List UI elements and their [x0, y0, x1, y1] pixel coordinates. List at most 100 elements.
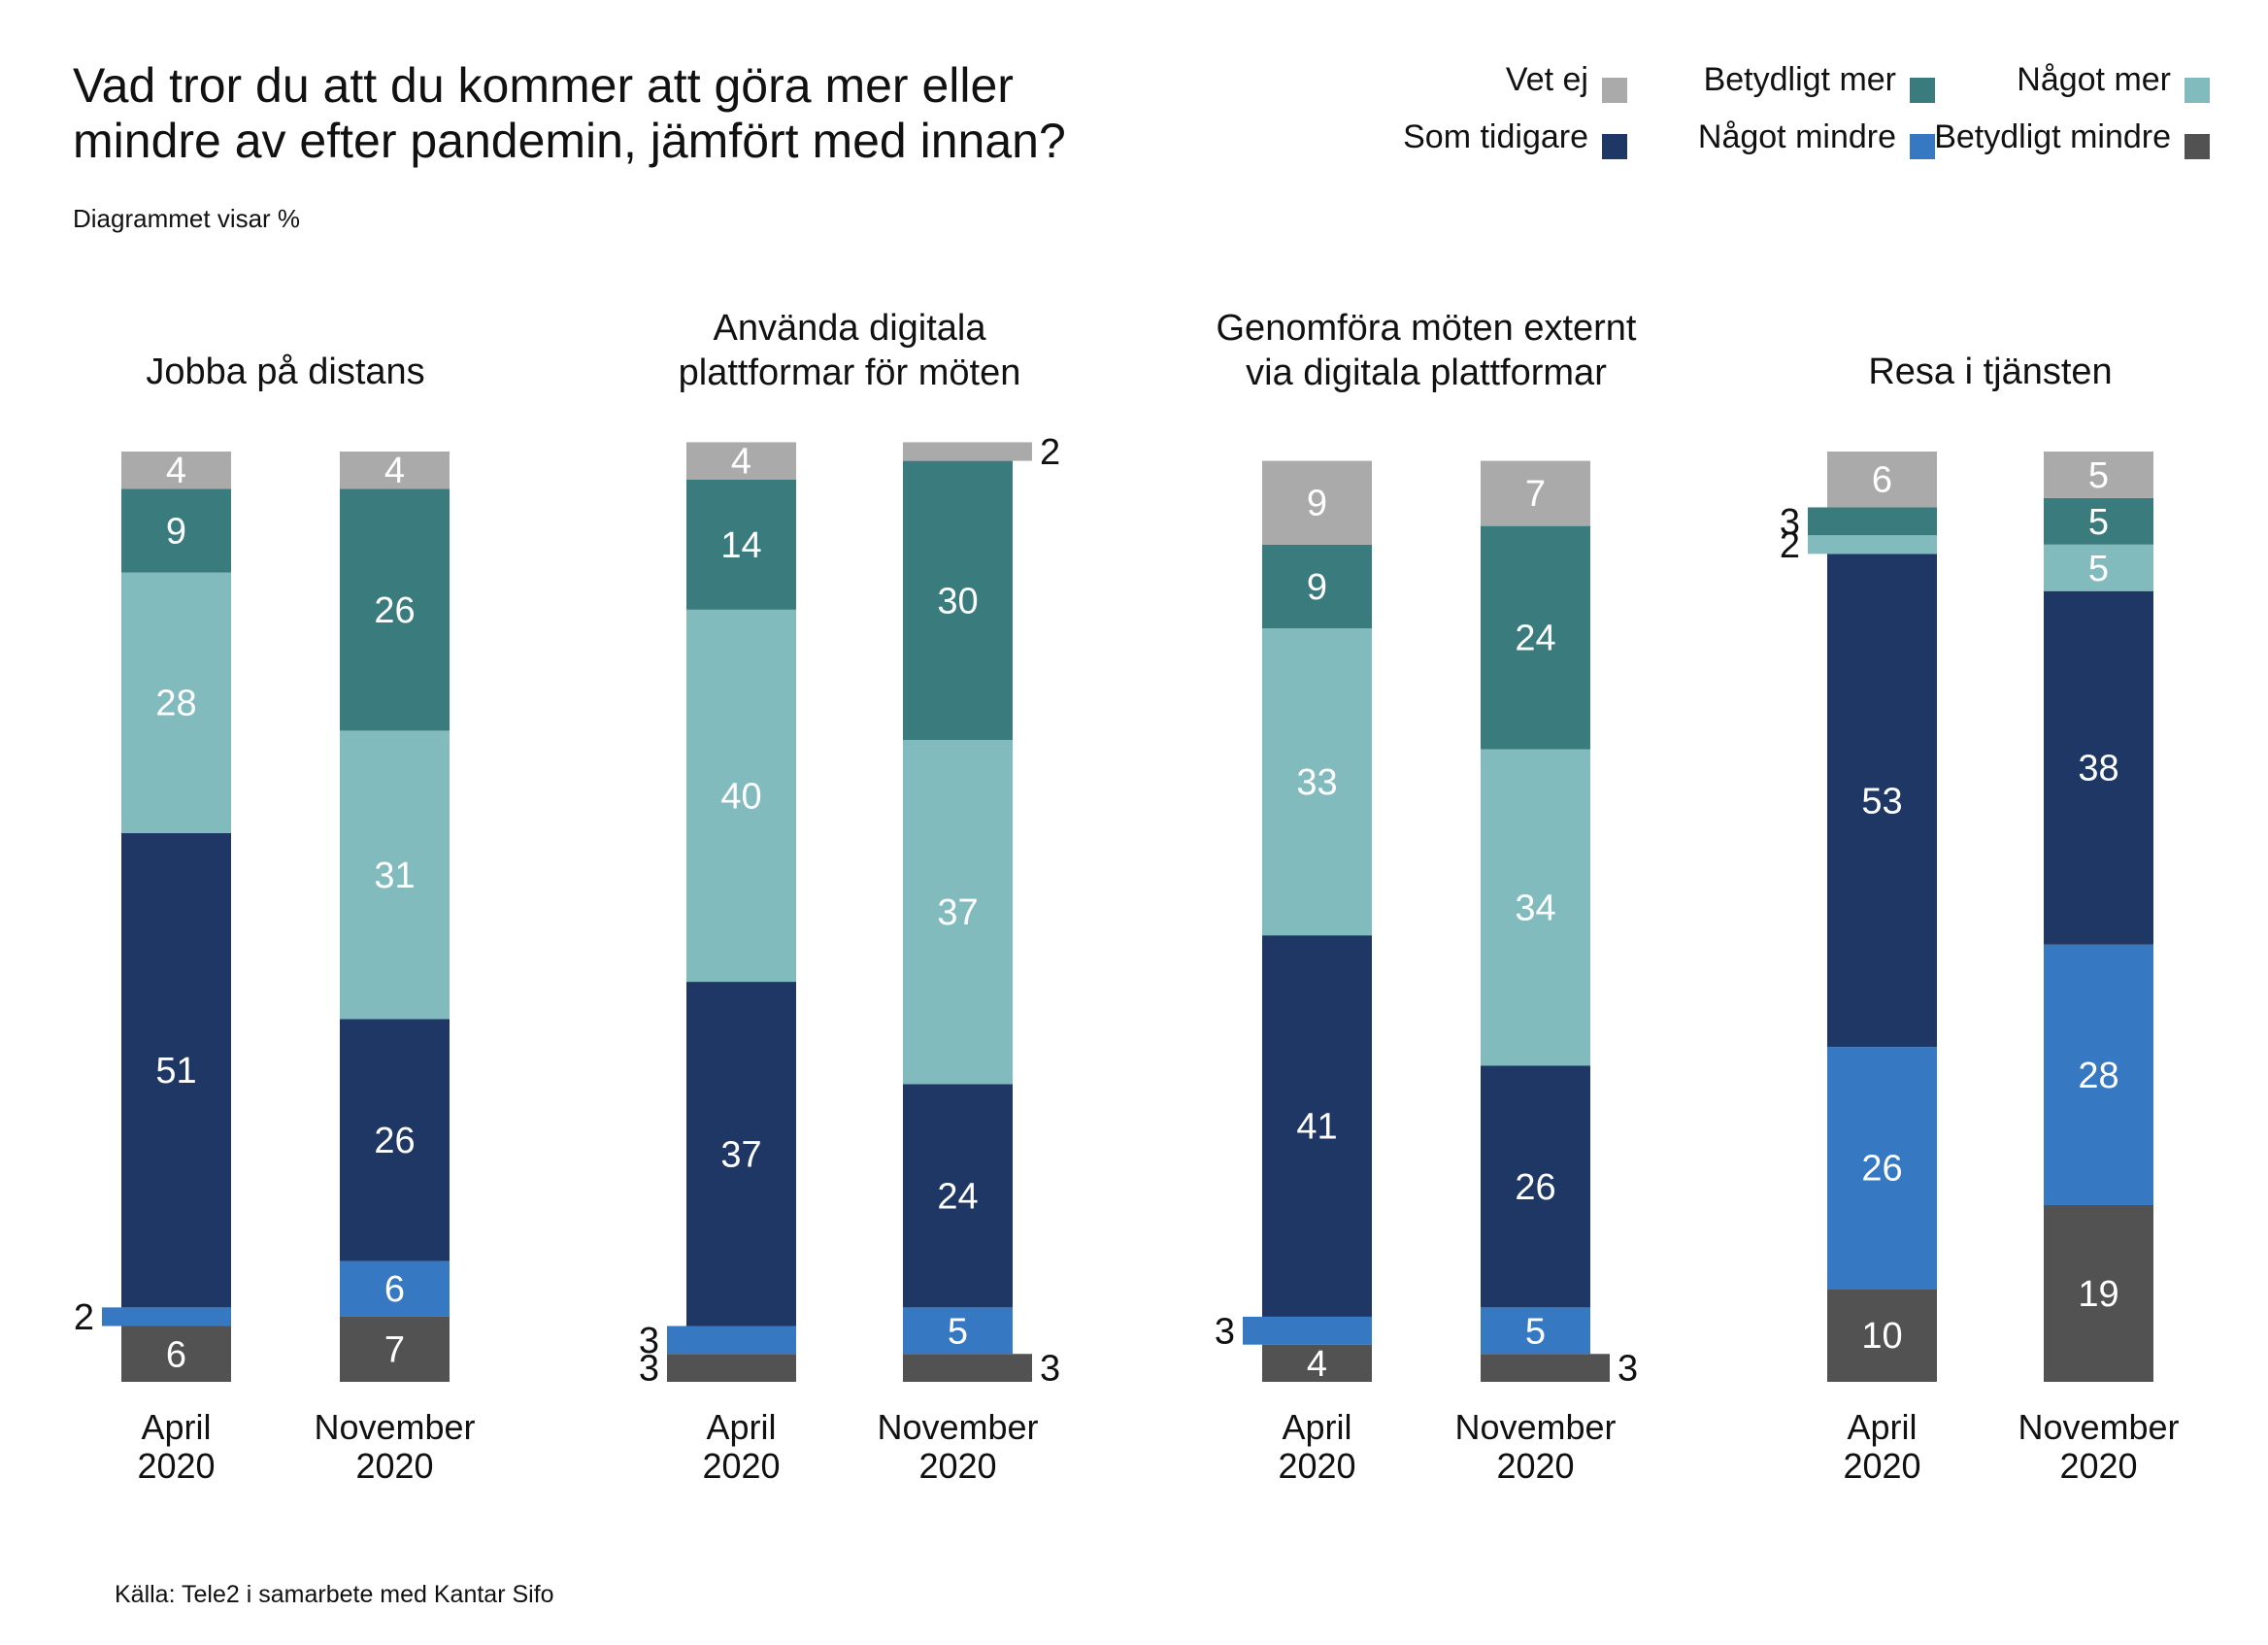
bar-segment-vet-ej — [1827, 452, 1937, 508]
bar-segment-tab — [1243, 1316, 1262, 1345]
data-label: 6 — [1872, 460, 1892, 501]
chart-source: Källa: Tele2 i samarbete med Kantar Sifo — [115, 1581, 554, 1608]
bar-segment-tab — [667, 1354, 686, 1382]
bar-segment-tab — [1808, 535, 1827, 554]
tick-label: 2020 — [2059, 1446, 2137, 1486]
tick-label: 2020 — [1496, 1446, 1574, 1486]
bar-segment-betydligt-mindre — [121, 1326, 231, 1382]
bar-segment-betydligt-mindre — [1827, 1289, 1937, 1382]
bar-segment-nagot-mer — [340, 730, 450, 1020]
tick-label: November — [314, 1407, 475, 1447]
bar-segment-betydligt-mer — [1262, 544, 1372, 629]
bar-segment-som-tidigare — [1262, 935, 1372, 1317]
bar-segment-nagot-mer — [1481, 749, 1590, 1066]
data-label: 40 — [720, 776, 761, 817]
data-label: 30 — [937, 581, 978, 621]
legend-swatch — [1602, 134, 1627, 159]
bar-segment-nagot-mer — [121, 572, 231, 833]
data-label: 10 — [1861, 1316, 1902, 1357]
data-label: 4 — [384, 451, 405, 491]
legend-item-betydligt-mindre: Betydligt mindre — [1934, 118, 2210, 159]
data-label: 34 — [1515, 888, 1555, 928]
panel-title: Använda digitala — [714, 308, 987, 349]
bar-segment-nagot-mer — [903, 739, 1013, 1085]
legend-label: Betydligt mer — [1704, 61, 1896, 98]
panel-4: Resa i tjänsten102653236April20201928385… — [1780, 352, 2180, 1486]
legend-item-som-tidigare: Som tidigare — [1403, 118, 1627, 159]
legend-item-nagot-mindre: Något mindre — [1698, 118, 1935, 159]
bar-segment-nagot-mindre — [1262, 1316, 1372, 1345]
bar-segment-tab — [102, 1307, 121, 1326]
data-label: 19 — [2078, 1274, 2118, 1315]
data-label: 26 — [374, 1121, 415, 1161]
tick-label: 2020 — [137, 1446, 215, 1486]
data-label: 9 — [1307, 484, 1327, 524]
data-label: 5 — [2088, 549, 2109, 589]
data-label: 37 — [720, 1134, 761, 1175]
bar-segment-nagot-mindre — [121, 1307, 231, 1326]
bar-segment-betydligt-mer — [1827, 507, 1937, 536]
data-label: 3 — [639, 1349, 659, 1390]
data-label: 6 — [384, 1269, 405, 1310]
legend-label: Betydligt mindre — [1934, 118, 2171, 155]
data-label: 3 — [1040, 1349, 1060, 1390]
bar-segment-betydligt-mer — [121, 488, 231, 573]
data-label: 3 — [639, 1321, 659, 1361]
bar-segment-som-tidigare — [2044, 590, 2153, 945]
bar-segment-betydligt-mindre — [686, 1354, 796, 1382]
tick-label: 2020 — [1278, 1446, 1355, 1486]
chart-title-line-1: Vad tror du att du kommer att göra mer e… — [73, 58, 1014, 113]
legend-label: Något mindre — [1698, 118, 1896, 155]
panel-title: Resa i tjänsten — [1868, 352, 2112, 392]
bar-segment-vet-ej — [903, 442, 1013, 461]
data-label: 3 — [1618, 1349, 1638, 1390]
tick-label: April — [706, 1407, 776, 1447]
bar-segment-tab — [667, 1326, 686, 1355]
tick-label: November — [877, 1407, 1038, 1447]
bar-segment-nagot-mer — [1262, 628, 1372, 936]
data-label: 24 — [1515, 619, 1555, 659]
data-label: 26 — [1515, 1167, 1555, 1208]
panel-title: plattformar för möten — [679, 352, 1021, 393]
legend: Vet ej Betydligt mer Något mer Som tidigare… — [1403, 61, 2210, 159]
bar-segment-nagot-mindre — [340, 1260, 450, 1317]
bar-segment-som-tidigare — [903, 1084, 1013, 1308]
chart-title: Vad tror du att du kommer att göra mer e… — [73, 58, 1286, 169]
bar-segment-vet-ej — [121, 452, 231, 489]
bar-segment-betydligt-mer — [340, 488, 450, 731]
data-label: 38 — [2078, 749, 2118, 789]
tick-label: 2020 — [355, 1446, 433, 1486]
bar-segment-betydligt-mindre — [1262, 1344, 1372, 1382]
bar-segment-tab — [1013, 1354, 1032, 1382]
panel-title: Jobba på distans — [146, 352, 424, 392]
bar-segment-vet-ej — [1481, 460, 1590, 526]
data-label: 7 — [1525, 474, 1546, 515]
legend-label: Vet ej — [1506, 61, 1588, 98]
data-label: 24 — [937, 1176, 978, 1217]
legend-item-nagot-mer: Något mer — [2017, 61, 2210, 103]
chart-panels: Jobba på distans62512894April20207626312… — [74, 308, 2180, 1486]
bar-segment-vet-ej — [2044, 452, 2153, 498]
bar-segment-nagot-mindre — [1827, 1047, 1937, 1290]
legend-swatch — [1910, 78, 1935, 103]
data-label: 31 — [374, 856, 415, 896]
bar-segment-vet-ej — [1262, 460, 1372, 545]
tick-label: 2020 — [702, 1446, 780, 1486]
data-label: 5 — [948, 1311, 968, 1352]
data-label: 53 — [1861, 781, 1902, 822]
bar-segment-betydligt-mer — [686, 479, 796, 610]
tick-label: April — [1282, 1407, 1351, 1447]
bar-segment-som-tidigare — [340, 1019, 450, 1261]
data-label: 14 — [720, 525, 761, 566]
tick-label: 2020 — [1843, 1446, 1920, 1486]
tick-label: November — [1454, 1407, 1616, 1447]
